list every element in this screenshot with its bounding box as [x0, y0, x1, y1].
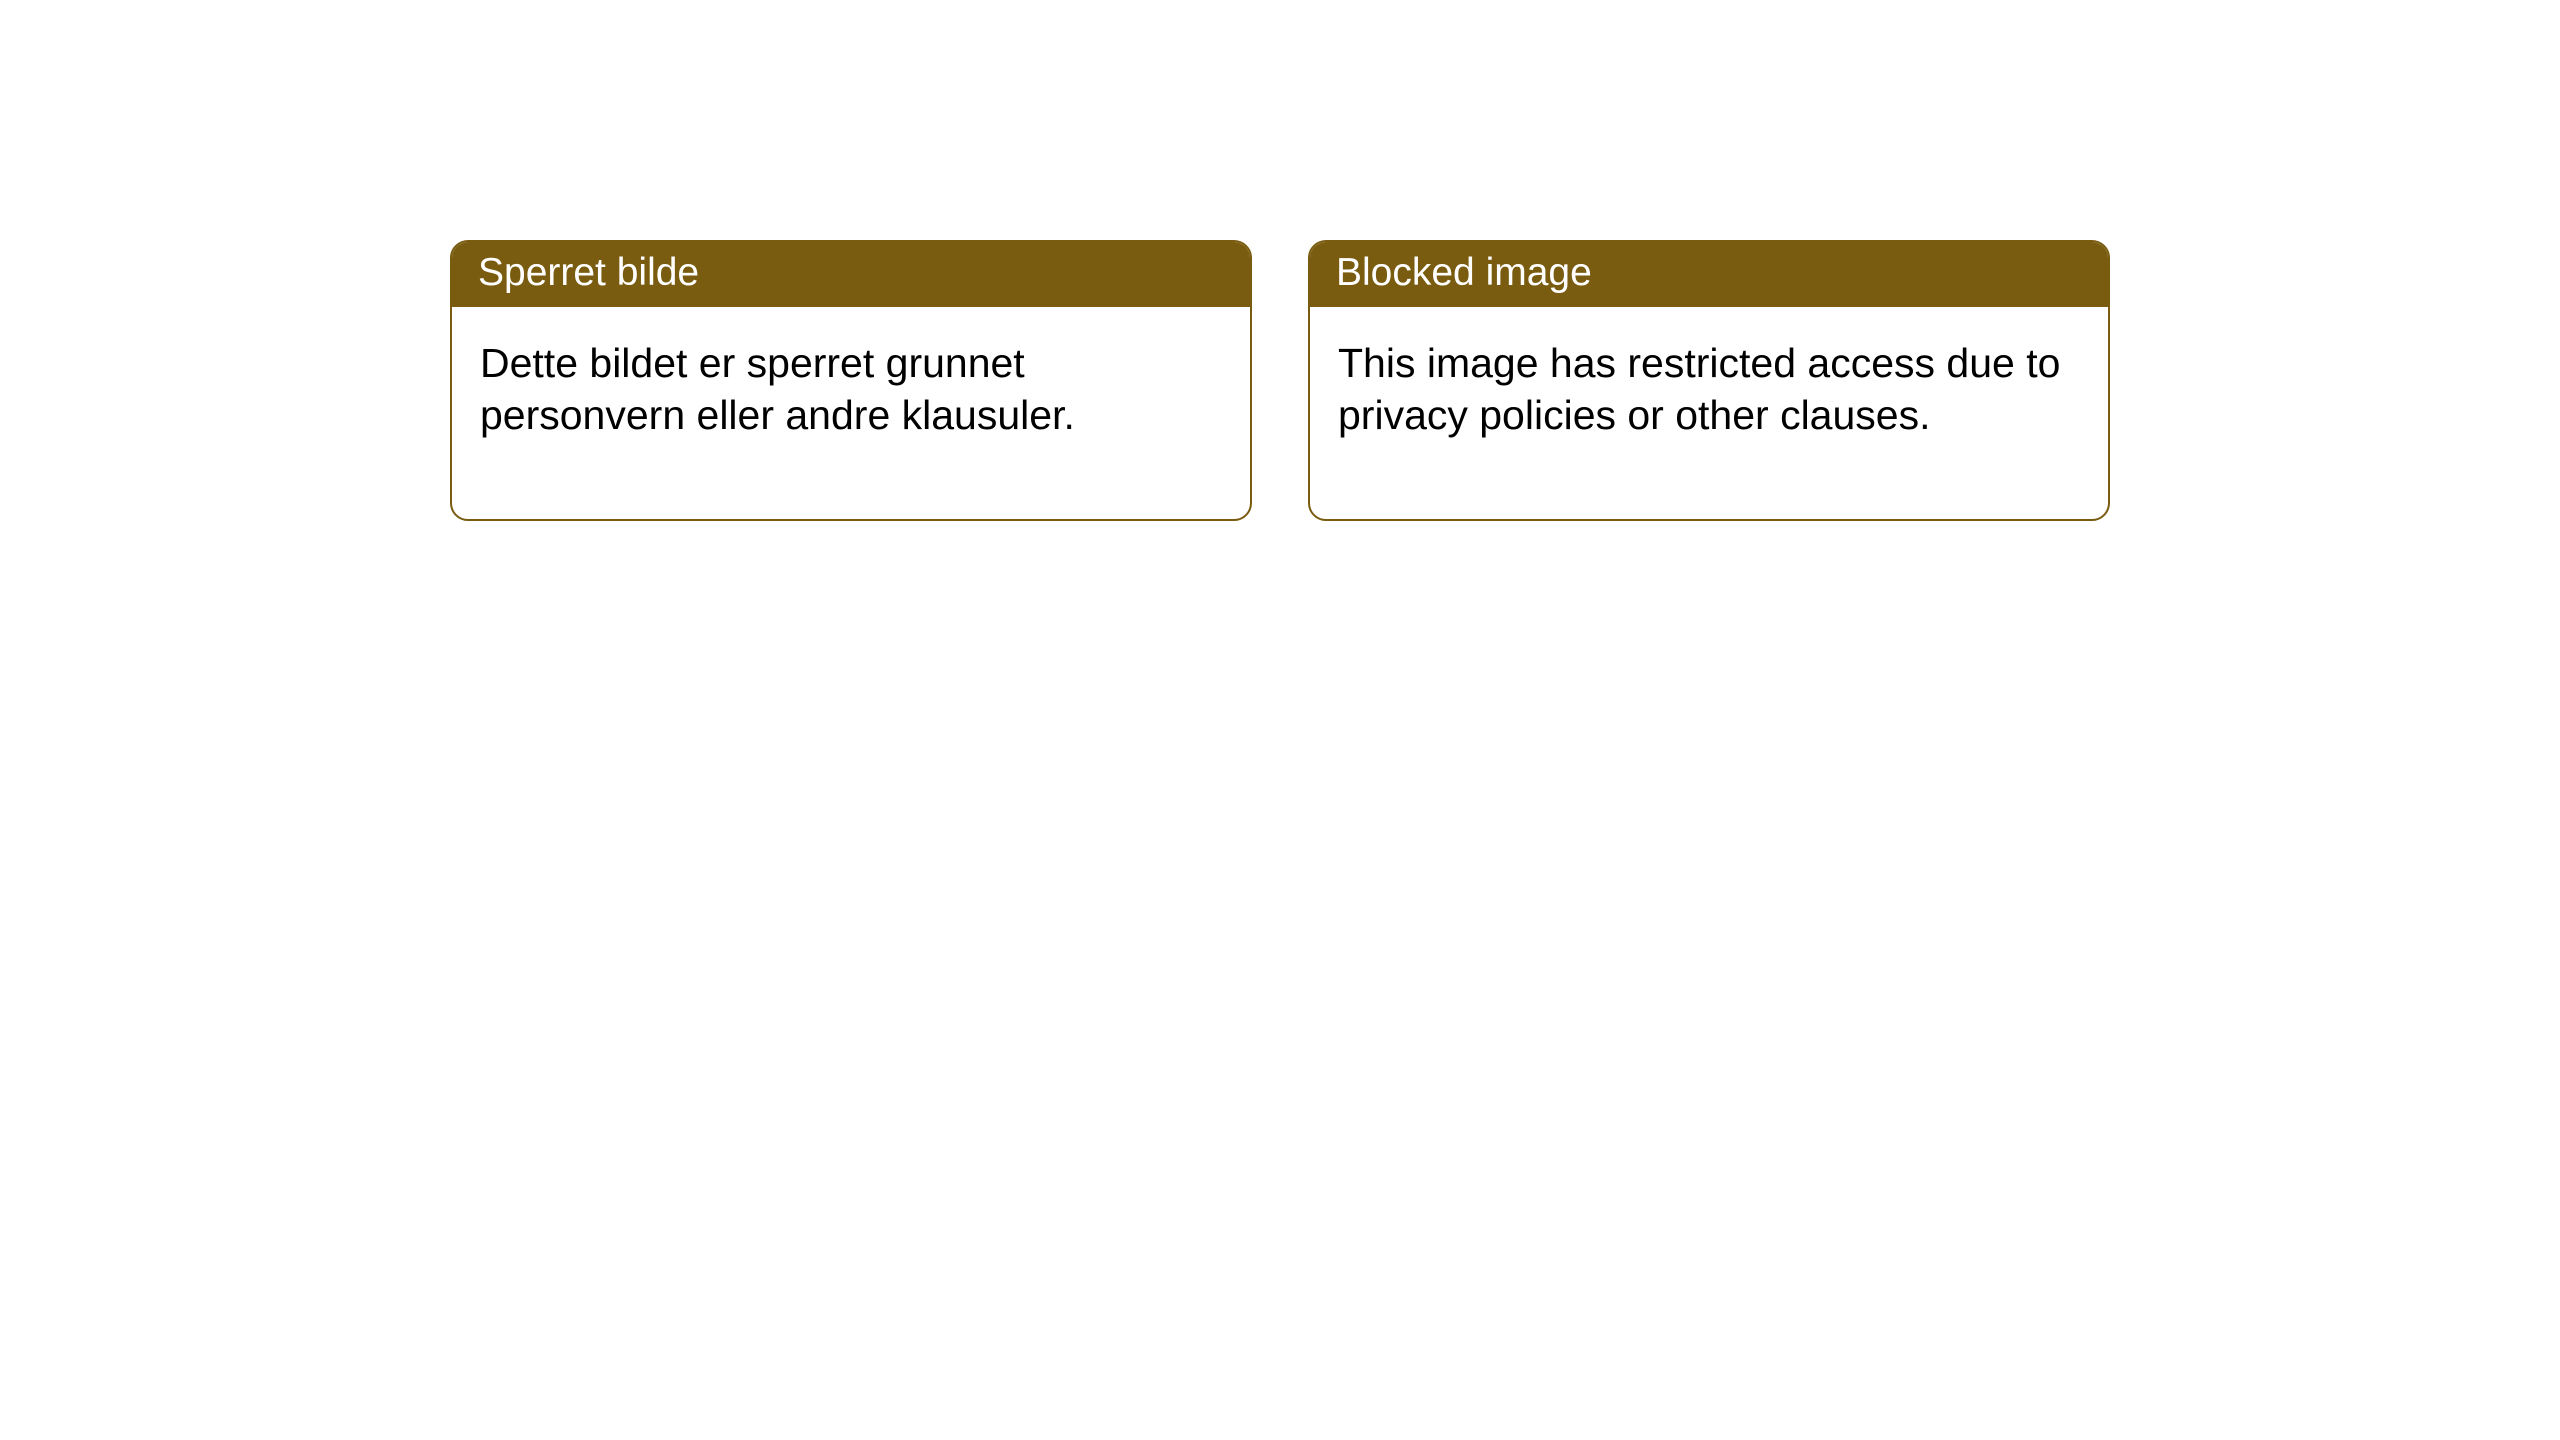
card-header-en: Blocked image: [1310, 242, 2108, 307]
card-body-en: This image has restricted access due to …: [1310, 307, 2108, 519]
blocked-image-card-no: Sperret bilde Dette bildet er sperret gr…: [450, 240, 1252, 521]
card-header-no: Sperret bilde: [452, 242, 1250, 307]
blocked-image-card-en: Blocked image This image has restricted …: [1308, 240, 2110, 521]
notice-container: Sperret bilde Dette bildet er sperret gr…: [0, 0, 2560, 521]
card-body-no: Dette bildet er sperret grunnet personve…: [452, 307, 1250, 519]
